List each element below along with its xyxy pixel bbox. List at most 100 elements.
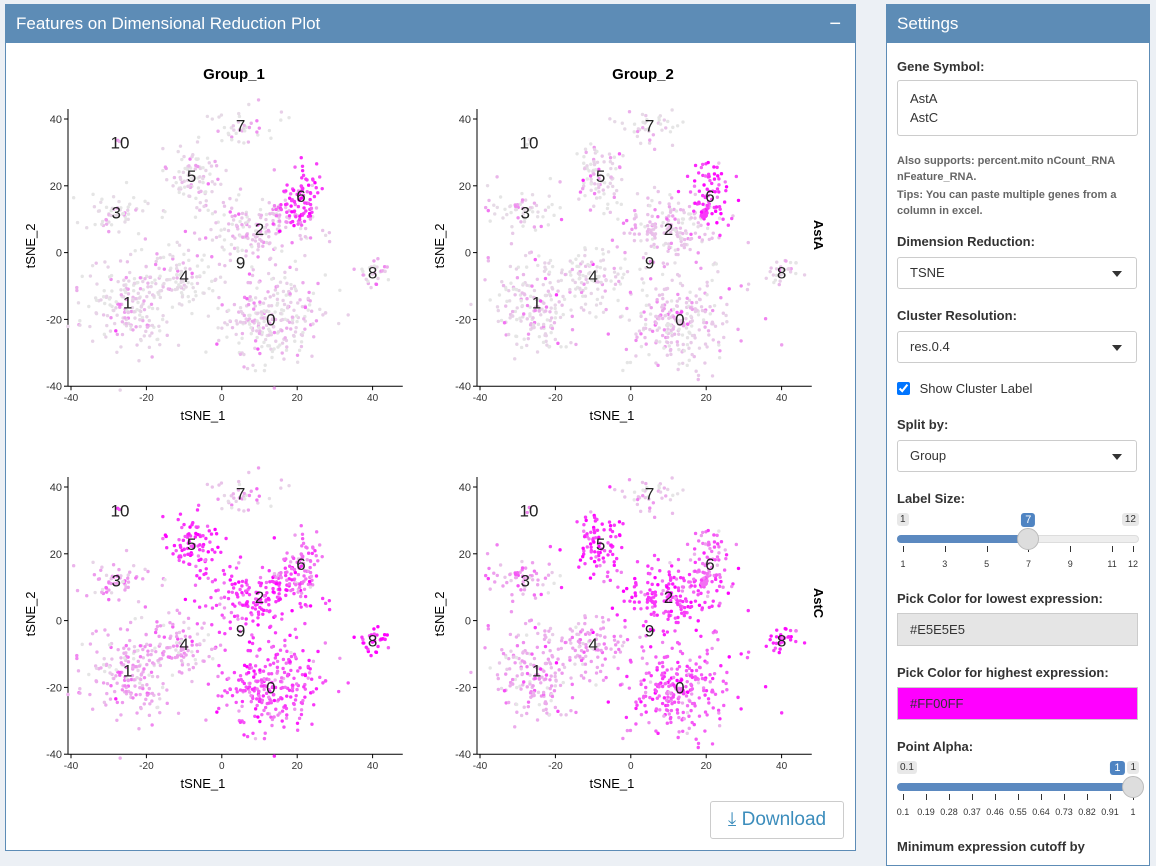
y-tick-label: 0 (56, 616, 62, 628)
cell-point (779, 265, 783, 269)
slider-tick-label: 11 (1107, 559, 1117, 569)
cell-point (238, 720, 243, 724)
cell-point (601, 258, 606, 262)
cell-point (579, 306, 584, 310)
cell-point (309, 677, 314, 681)
cell-point (301, 173, 306, 178)
cell-point (234, 687, 238, 691)
cell-point (126, 573, 130, 577)
cell-point (615, 613, 619, 617)
cell-point (198, 274, 202, 278)
cell-point (283, 336, 287, 340)
label-size-slider[interactable]: 1 12 7 1 3 5 7 9 11 12 (897, 505, 1139, 569)
cell-point (583, 561, 587, 566)
cell-point (553, 316, 558, 320)
cell-point (521, 580, 525, 584)
dim-reduction-value: TSNE (910, 265, 945, 280)
cell-point (115, 574, 120, 578)
cell-point (571, 278, 575, 282)
cell-point (121, 580, 125, 584)
cell-point (242, 129, 247, 133)
cell-point (639, 344, 644, 349)
cell-point (302, 206, 306, 210)
cell-point (630, 595, 634, 600)
low-color-input[interactable]: #E5E5E5 (897, 613, 1138, 646)
show-cluster-label-checkbox[interactable] (897, 382, 910, 395)
cell-point (188, 267, 192, 271)
cell-point (190, 639, 194, 644)
cell-point (716, 340, 721, 345)
cell-point (148, 702, 152, 706)
cell-point (240, 331, 245, 336)
cell-point (714, 262, 719, 266)
cell-point (249, 699, 254, 704)
cell-point (262, 594, 266, 598)
cell-point (119, 574, 123, 578)
caret-down-icon (1112, 454, 1122, 460)
cell-point (87, 672, 91, 677)
download-button[interactable]: ⤓ Download (710, 801, 844, 839)
cell-point (661, 664, 665, 669)
gene-symbol-input[interactable]: AstA AstC (897, 80, 1138, 136)
cell-point (147, 318, 151, 323)
cell-point (530, 210, 535, 214)
cell-point (257, 699, 262, 704)
cell-point (235, 246, 240, 250)
cell-point (499, 686, 504, 691)
cell-point (553, 674, 557, 679)
split-by-select[interactable]: Group (897, 440, 1137, 472)
cell-point (592, 559, 597, 564)
high-color-input[interactable]: #FF00FF (897, 687, 1138, 720)
cell-point (165, 320, 169, 324)
cell-point (602, 548, 607, 553)
cell-point (280, 709, 285, 713)
cell-point (632, 600, 637, 604)
feature-plot-panel: Features on Dimensional Reduction Plot −… (5, 4, 856, 851)
cell-point (595, 160, 600, 165)
cell-point (492, 571, 496, 575)
cell-point (625, 360, 630, 365)
point-alpha-slider[interactable]: 0.1 1 1 0.1 0.19 0.28 0.37 0.46 0.55 0.64 0.73 0.82… (897, 753, 1144, 817)
cell-point (694, 294, 698, 298)
cell-point (681, 324, 686, 328)
cell-point (227, 590, 231, 594)
cell-point (677, 642, 681, 646)
cell-point (126, 212, 131, 216)
cell-point (715, 195, 720, 199)
cell-point (143, 605, 148, 609)
cell-point (267, 201, 271, 205)
slider-tick (944, 546, 946, 552)
cell-point (278, 711, 282, 715)
cell-point (648, 627, 653, 632)
slider-handle[interactable] (1122, 776, 1144, 798)
cell-point (327, 230, 332, 235)
cell-point (689, 708, 693, 713)
cell-point (547, 344, 552, 349)
cell-point (249, 325, 253, 330)
cell-point (211, 289, 215, 293)
cell-point (684, 301, 689, 305)
cell-point (704, 320, 709, 325)
cell-point (167, 243, 171, 247)
dim-reduction-select[interactable]: TSNE (897, 257, 1137, 289)
cell-point (256, 311, 260, 315)
collapse-button[interactable]: − (829, 13, 841, 35)
cell-point (536, 690, 541, 695)
cell-point (190, 643, 194, 647)
cell-point (676, 201, 681, 205)
cell-point (661, 588, 665, 593)
cell-point (180, 525, 184, 530)
cell-point (533, 625, 537, 630)
cell-point (183, 534, 187, 539)
cell-point (314, 319, 319, 323)
cell-point (116, 279, 120, 284)
cell-point (488, 666, 492, 670)
cell-point (602, 579, 606, 584)
cell-point (717, 723, 722, 728)
cell-point (226, 131, 231, 136)
cell-point (661, 261, 666, 265)
cell-point (165, 333, 169, 338)
cluster-resolution-select[interactable]: res.0.4 (897, 331, 1137, 363)
cell-point (185, 178, 190, 183)
slider-handle[interactable] (1017, 528, 1040, 550)
